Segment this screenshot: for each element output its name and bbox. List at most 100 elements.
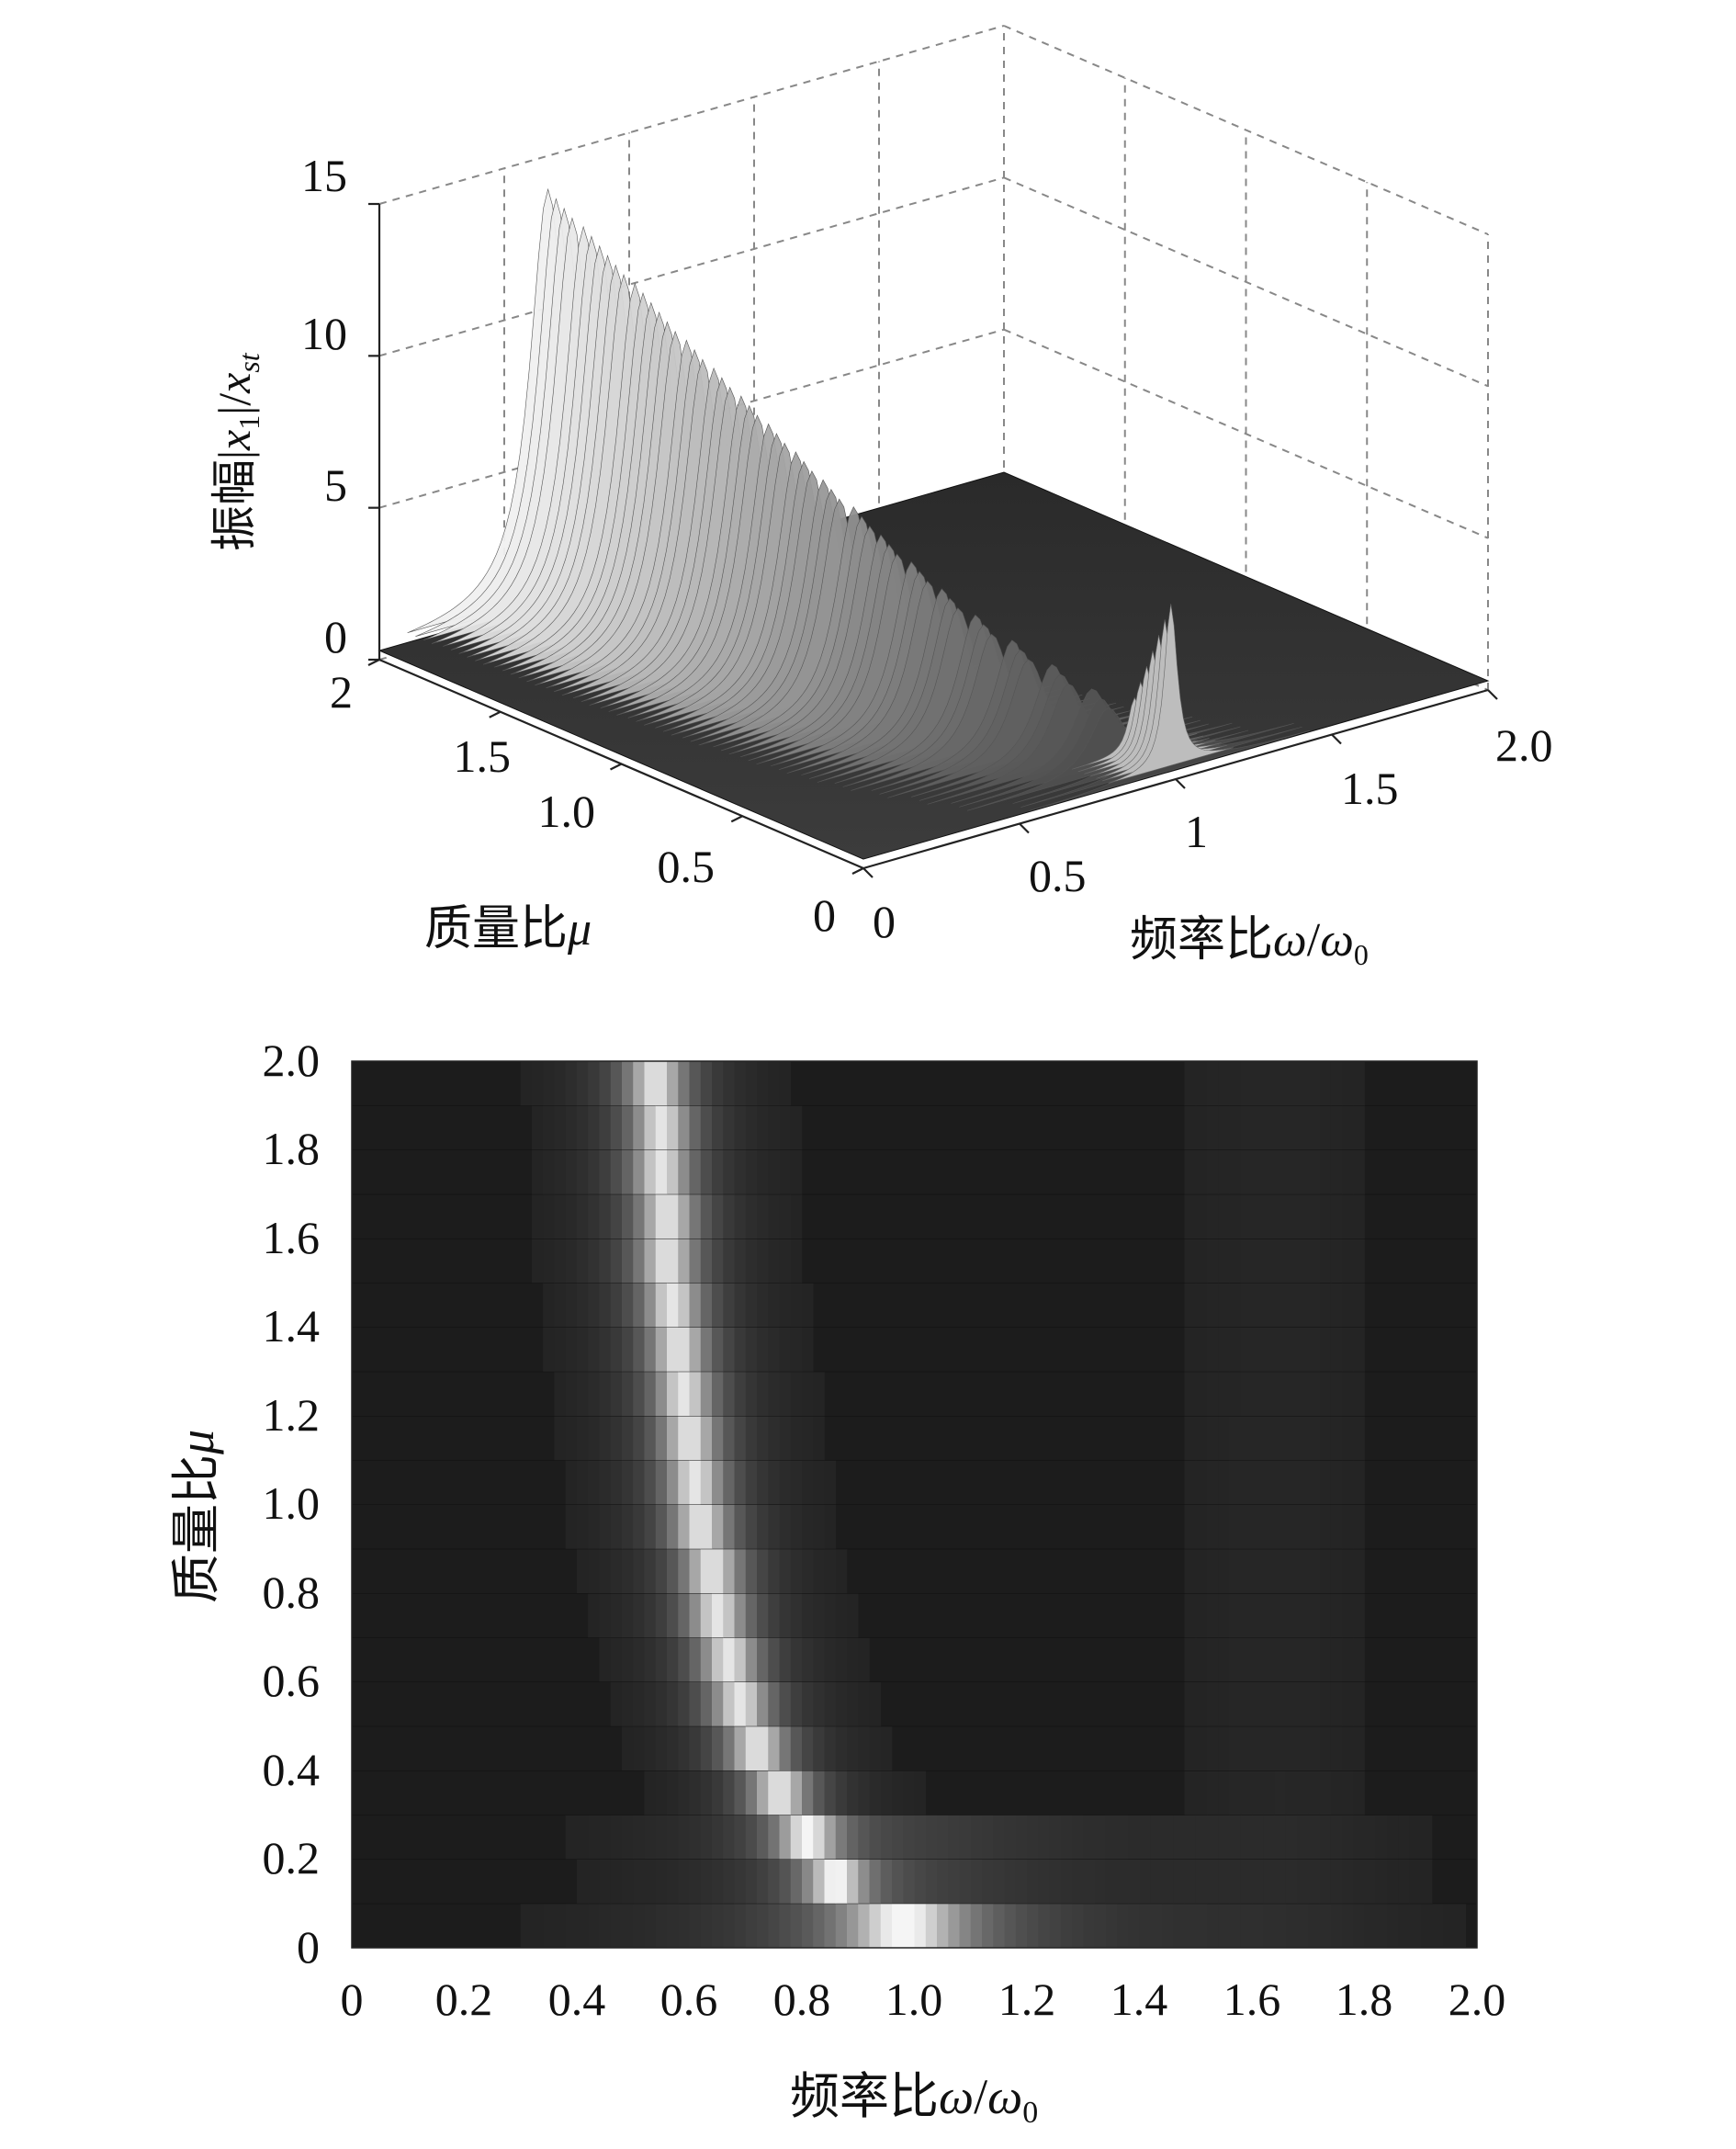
heatmap-cell	[655, 1149, 668, 1194]
heatmap-cell	[1285, 1239, 1298, 1284]
heatmap-cell	[1139, 1815, 1152, 1860]
heatmap-cell	[678, 1725, 690, 1770]
heatmap-cell	[982, 1815, 994, 1860]
heatmap-cell	[959, 1903, 972, 1948]
heatmap-cell	[1319, 1416, 1332, 1461]
surface-y-axis-label: 质量比μ	[424, 903, 592, 956]
heatmap-cell	[599, 1283, 612, 1328]
heatmap-cell	[937, 1903, 949, 1948]
heatmap-cell	[1274, 1859, 1287, 1904]
heatmap-cell	[1330, 1681, 1343, 1726]
heatmap-cell	[667, 1193, 679, 1239]
heatmap-cell	[1285, 1725, 1298, 1770]
heatmap-cell	[1229, 1283, 1242, 1328]
heatmap-cell	[577, 1371, 589, 1416]
heatmap-cell	[633, 1283, 645, 1328]
heatmap-cell	[790, 1283, 803, 1328]
heatmap-cell	[993, 1859, 1005, 1904]
heatmap-cell	[779, 1770, 792, 1815]
heatmap-cell	[678, 1327, 690, 1372]
heatmap-cell	[835, 1815, 848, 1860]
heatmap-cell	[1330, 1149, 1343, 1194]
heatmap-cell	[790, 1548, 803, 1593]
heatmap-cell	[622, 1149, 634, 1194]
heatmap-cell	[1308, 1815, 1320, 1860]
heatmap-cell	[1353, 1460, 1365, 1505]
heatmap-cell	[1015, 1815, 1028, 1860]
heatmap-cell	[1207, 1371, 1219, 1416]
heatmap-cell	[1229, 1504, 1242, 1549]
surface-secondary-peak	[1072, 604, 1234, 784]
heatmap-cell	[824, 1637, 837, 1682]
heatmap-cell	[745, 1460, 758, 1505]
heatmap-cell	[1330, 1105, 1343, 1150]
heatmap-cell	[779, 1504, 792, 1549]
heatmap-cell	[734, 1416, 747, 1461]
heatmap-cell	[1252, 1061, 1264, 1106]
heatmap-cell	[1083, 1859, 1095, 1904]
heatmap-cell	[532, 1149, 544, 1194]
heatmap-cell	[734, 1903, 747, 1948]
heatmap-cell	[768, 1770, 780, 1815]
heatmap-cell	[1207, 1859, 1219, 1904]
heatmap-cell	[903, 1815, 915, 1860]
heatmap-cell	[847, 1593, 859, 1638]
heatmap-cell	[1342, 1681, 1354, 1726]
heatmap-cell	[1297, 1903, 1309, 1948]
heatmap-cell	[622, 1681, 634, 1726]
heatmap-cell	[892, 1903, 904, 1948]
heatmap-cell	[790, 1593, 803, 1638]
heatmap-cell	[1297, 1725, 1309, 1770]
heatmap-cell	[554, 1903, 567, 1948]
heatmap-cell	[644, 1239, 657, 1284]
heatmap-cell	[1263, 1815, 1275, 1860]
heatmap-cell	[1319, 1105, 1332, 1150]
heatmap-cell	[554, 1416, 567, 1461]
heatmap-cell	[565, 1193, 578, 1239]
heatmap-cell	[723, 1903, 735, 1948]
heatmap-cell	[824, 1593, 837, 1638]
heatmap-cell	[577, 1416, 589, 1461]
heatmap-cell	[712, 1283, 724, 1328]
heatmap-cell	[689, 1061, 702, 1106]
heatmap-cell	[1252, 1193, 1264, 1239]
heatmap-cell	[858, 1815, 870, 1860]
heatmap-cell	[644, 1637, 657, 1682]
heatmap-cell	[1207, 1548, 1219, 1593]
heatmap-cell	[599, 1149, 612, 1194]
heatmap-cells	[352, 1060, 1477, 1948]
heatmap-cell	[1218, 1371, 1230, 1416]
heatmap-cell	[1027, 1815, 1039, 1860]
heatmap-cell	[745, 1416, 758, 1461]
heatmap-cell	[982, 1903, 994, 1948]
heatmap-cell	[757, 1416, 769, 1461]
heatmap-cell	[543, 1193, 555, 1239]
heatmap-cell	[824, 1548, 837, 1593]
heatmap-cell	[757, 1239, 769, 1284]
heatmap-cell	[745, 1283, 758, 1328]
heatmap-cell	[1364, 1859, 1377, 1904]
heatmap-cell	[1330, 1460, 1343, 1505]
heatmap-cell	[723, 1105, 735, 1150]
heatmap-cell	[588, 1504, 600, 1549]
heatmap-cell	[532, 1193, 544, 1239]
heatmap-cell	[1319, 1149, 1332, 1194]
heatmap-cell	[914, 1815, 927, 1860]
heatmap-cell	[644, 1371, 657, 1416]
heatmap-cell	[599, 1903, 612, 1948]
heatmap-cell	[622, 1239, 634, 1284]
heatmap-cell	[1083, 1903, 1095, 1948]
heatmap-cell	[667, 1903, 679, 1948]
heatmap-cell	[790, 1637, 803, 1682]
heatmap-y-tick-label: 0.2	[263, 1832, 321, 1883]
heatmap-cell	[667, 1371, 679, 1416]
heatmap-cell	[1207, 1283, 1219, 1328]
heatmap-cell	[599, 1859, 612, 1904]
heatmap-cell	[1330, 1061, 1343, 1106]
heatmap-cell	[1184, 1903, 1197, 1948]
heatmap-cell	[847, 1681, 859, 1726]
heatmap-cell	[689, 1548, 702, 1593]
heatmap-cell	[599, 1327, 612, 1372]
heatmap-cell	[700, 1770, 713, 1815]
heatmap-cell	[700, 1681, 713, 1726]
